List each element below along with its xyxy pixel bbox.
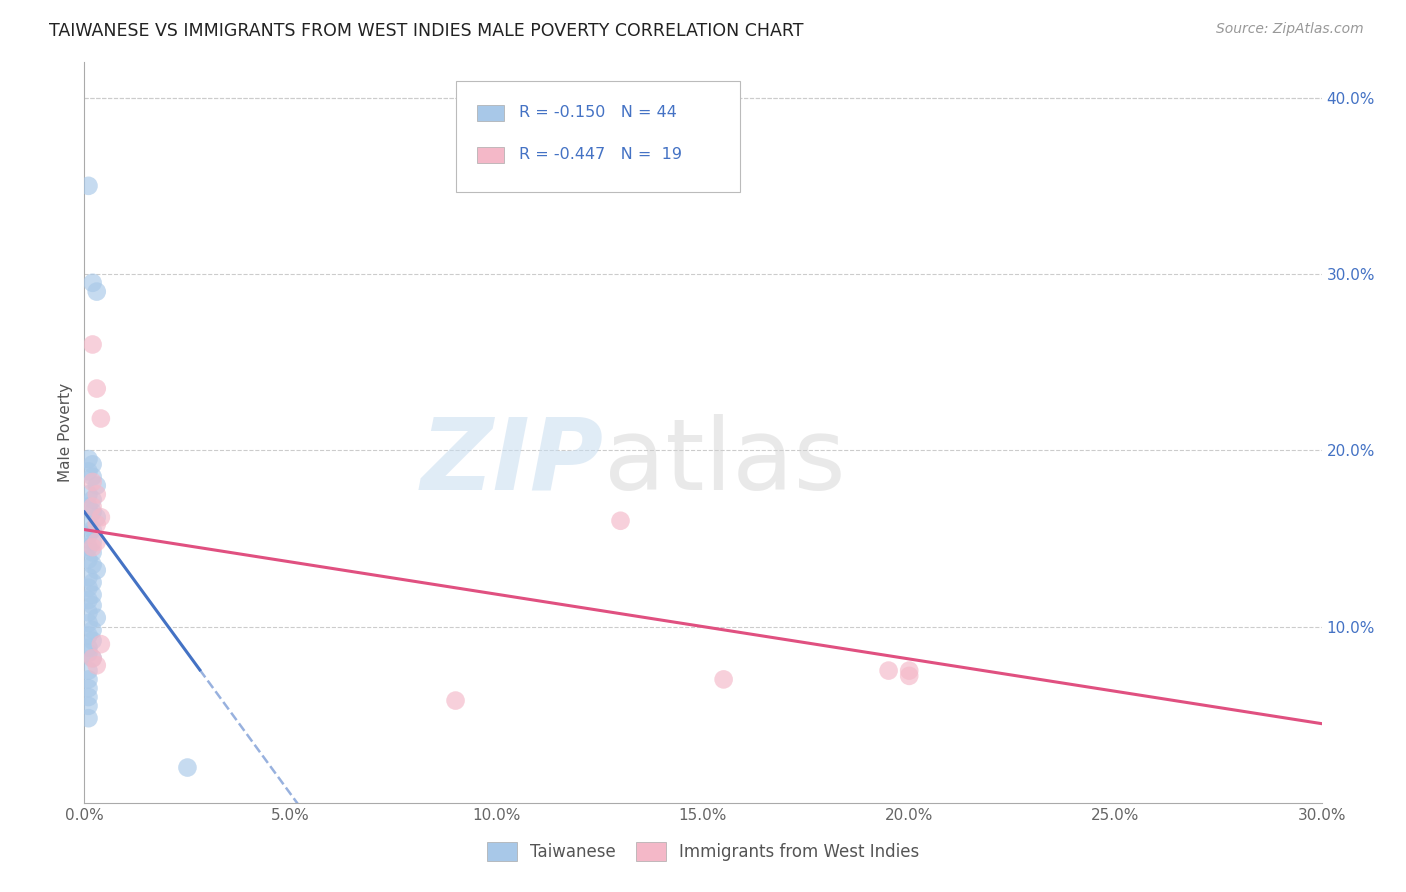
Legend: Taiwanese, Immigrants from West Indies: Taiwanese, Immigrants from West Indies (486, 842, 920, 861)
Point (82, 633, 104, 648)
Text: Source: ZipAtlas.com: Source: ZipAtlas.com (1216, 22, 1364, 37)
Point (82, 505, 104, 519)
Point (82, 500, 104, 514)
Point (877, 664, 900, 678)
Point (77, 500, 100, 514)
Point (77, 178, 100, 193)
Point (898, 664, 921, 678)
Point (77, 698, 100, 713)
Point (86, 510, 108, 524)
Point (77, 517, 100, 532)
Point (77, 673, 100, 687)
Point (176, 760, 198, 774)
Text: R = -0.447   N =  19: R = -0.447 N = 19 (519, 147, 682, 162)
Point (77, 646, 100, 660)
Point (77, 552, 100, 566)
Point (86, 610, 108, 624)
Point (77, 681, 100, 696)
Point (82, 545, 104, 559)
Point (82, 558, 104, 572)
Point (77, 540, 100, 554)
Point (77, 487, 100, 501)
FancyBboxPatch shape (477, 104, 503, 121)
Point (444, 693, 467, 707)
Point (82, 469, 104, 483)
Point (77, 711, 100, 725)
Point (77, 690, 100, 704)
Text: R = -0.150   N = 44: R = -0.150 N = 44 (519, 105, 676, 120)
Point (77, 464, 100, 478)
Point (82, 276, 104, 290)
Point (82, 337, 104, 351)
Text: ZIP: ZIP (420, 414, 605, 511)
Point (77, 570, 100, 584)
Point (86, 535, 108, 549)
Point (82, 599, 104, 613)
Point (77, 452, 100, 467)
Point (86, 487, 108, 501)
FancyBboxPatch shape (456, 81, 740, 192)
Point (82, 458, 104, 472)
Point (86, 285, 108, 299)
Point (86, 478, 108, 492)
Point (82, 475, 104, 489)
Text: atlas: atlas (605, 414, 845, 511)
Point (86, 382, 108, 396)
Point (82, 523, 104, 537)
Point (77, 640, 100, 655)
Point (713, 673, 735, 687)
FancyBboxPatch shape (477, 147, 503, 163)
Y-axis label: Male Poverty: Male Poverty (58, 383, 73, 483)
Point (82, 535, 104, 549)
Point (86, 517, 108, 532)
Point (77, 628, 100, 642)
Text: TAIWANESE VS IMMIGRANTS FROM WEST INDIES MALE POVERTY CORRELATION CHART: TAIWANESE VS IMMIGRANTS FROM WEST INDIES… (49, 22, 804, 40)
Point (609, 514, 631, 528)
Point (90, 637, 112, 651)
Point (90, 411, 112, 425)
Point (86, 563, 108, 577)
Point (82, 588, 104, 602)
Point (82, 651, 104, 665)
Point (77, 615, 100, 630)
Point (86, 658, 108, 673)
Point (77, 606, 100, 620)
Point (82, 492, 104, 507)
Point (77, 664, 100, 678)
Point (77, 528, 100, 542)
Point (82, 575, 104, 590)
Point (82, 540, 104, 554)
Point (898, 669, 921, 683)
Point (82, 651, 104, 665)
Point (77, 593, 100, 607)
Point (82, 623, 104, 637)
Point (90, 510, 112, 524)
Point (77, 581, 100, 595)
